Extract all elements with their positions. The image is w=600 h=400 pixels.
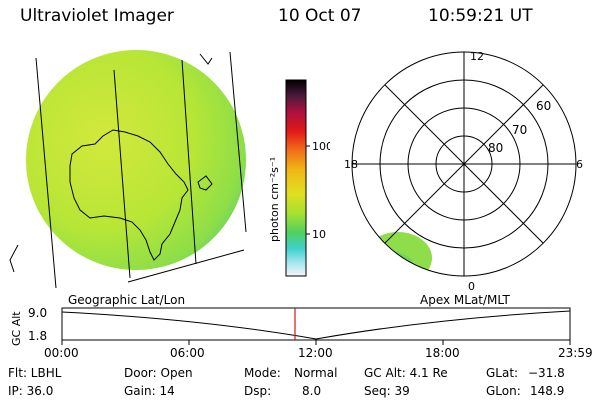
mlt-label-12: 12 bbox=[470, 50, 484, 63]
mlt-label-18: 18 bbox=[344, 158, 358, 171]
altitude-ytick-high: 9.0 bbox=[28, 306, 47, 320]
mode-value: Normal bbox=[294, 366, 338, 380]
glon-label: GLon: bbox=[486, 384, 521, 398]
polar-grid bbox=[351, 51, 577, 277]
gain-status: Gain: 14 bbox=[124, 384, 175, 398]
projection-left-label: Geographic Lat/Lon bbox=[68, 293, 186, 307]
mode-label: Mode: bbox=[244, 366, 281, 380]
mlt-label-6: 6 bbox=[576, 158, 583, 171]
dsp-label: Dsp: bbox=[244, 384, 272, 398]
altitude-curve bbox=[61, 310, 571, 340]
instrument-title: Ultraviolet Imager bbox=[20, 6, 174, 26]
altitude-xtick-1: 06:00 bbox=[170, 346, 205, 360]
colorbar-unit-label: photon cm⁻²s⁻¹ bbox=[268, 157, 281, 242]
glon-value: 148.9 bbox=[530, 384, 565, 398]
lat-label-70: 70 bbox=[512, 123, 527, 137]
geographic-image bbox=[9, 50, 247, 289]
gc-altitude-status: GC Alt: 4.1 Re bbox=[364, 366, 448, 380]
altitude-frame bbox=[61, 307, 571, 341]
auroral-data-patch bbox=[364, 232, 432, 276]
mlt-label-0: 0 bbox=[468, 280, 475, 293]
sequence-status: Seq: 39 bbox=[364, 384, 410, 398]
altitude-xtick-0: 00:00 bbox=[44, 346, 79, 360]
projection-right-label: Apex MLat/MLT bbox=[420, 293, 510, 307]
dsp-value: 8.0 bbox=[302, 384, 322, 398]
colorbar-tick-100: 100 bbox=[312, 140, 330, 153]
lat-label-80: 80 bbox=[488, 141, 503, 155]
filter-status: Flt: LBHL bbox=[8, 366, 62, 380]
colorbar-gradient bbox=[285, 79, 307, 277]
lat-label-60: 60 bbox=[536, 99, 551, 113]
altitude-xtick-4: 23:59 bbox=[558, 346, 593, 360]
altitude-plot: GC Alt 9.0 1.8 bbox=[10, 306, 571, 346]
polar-plot: 12 18 6 0 60 70 80 bbox=[344, 50, 583, 293]
door-status: Door: Open bbox=[124, 366, 193, 380]
earth-disk bbox=[26, 50, 246, 270]
colorbar-tick-10: 10 bbox=[312, 228, 326, 241]
glat-label: GLat: bbox=[486, 366, 519, 380]
altitude-xtick-3: 18:00 bbox=[425, 346, 460, 360]
time-label: 10:59:21 UT bbox=[428, 6, 533, 26]
date-label: 10 Oct 07 bbox=[278, 6, 362, 26]
altitude-xtick-2: 12:00 bbox=[298, 346, 333, 360]
altitude-ylabel: GC Alt bbox=[10, 311, 23, 346]
altitude-ytick-low: 1.8 bbox=[28, 329, 47, 343]
ip-status: IP: 36.0 bbox=[8, 384, 54, 398]
colorbar: 100 10 photon cm⁻²s⁻¹ bbox=[268, 79, 330, 277]
meridian-lines bbox=[9, 51, 247, 289]
glat-value: −31.8 bbox=[528, 366, 565, 380]
coastline bbox=[69, 129, 213, 261]
